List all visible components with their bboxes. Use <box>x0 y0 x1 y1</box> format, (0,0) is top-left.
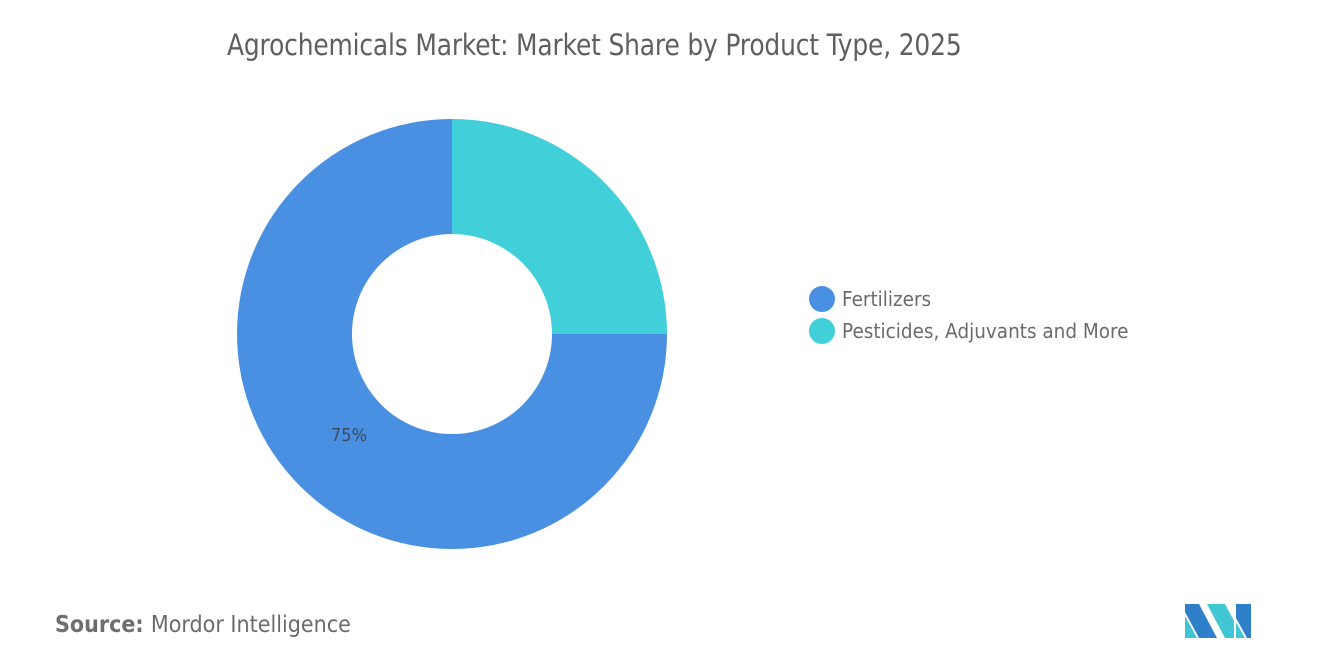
source-value: Mordor Intelligence <box>150 612 351 638</box>
mordor-intelligence-logo-icon <box>1185 604 1251 638</box>
donut-slice-fertilizers[interactable] <box>237 119 667 549</box>
legend-swatch-circle-icon <box>809 318 835 344</box>
chart-title: Agrochemicals Market: Market Share by Pr… <box>226 28 962 62</box>
legend-swatch-circle-icon <box>809 286 835 312</box>
legend-label: Fertilizers <box>842 287 932 311</box>
legend-item-fertilizers[interactable]: Fertilizers <box>809 283 1153 315</box>
slice-label-fertilizers: 75% <box>331 425 368 446</box>
legend: Fertilizers Pesticides, Adjuvants and Mo… <box>809 283 1153 347</box>
source-label: Source: <box>55 612 144 638</box>
legend-item-pesticides-adjuvants-and-more[interactable]: Pesticides, Adjuvants and More <box>809 315 1153 347</box>
legend-label: Pesticides, Adjuvants and More <box>842 319 1129 343</box>
source-note: Source: Mordor Intelligence <box>55 612 351 638</box>
donut-slices <box>237 119 667 549</box>
donut-slice-pesticides-adjuvants-and-more[interactable] <box>452 119 667 334</box>
